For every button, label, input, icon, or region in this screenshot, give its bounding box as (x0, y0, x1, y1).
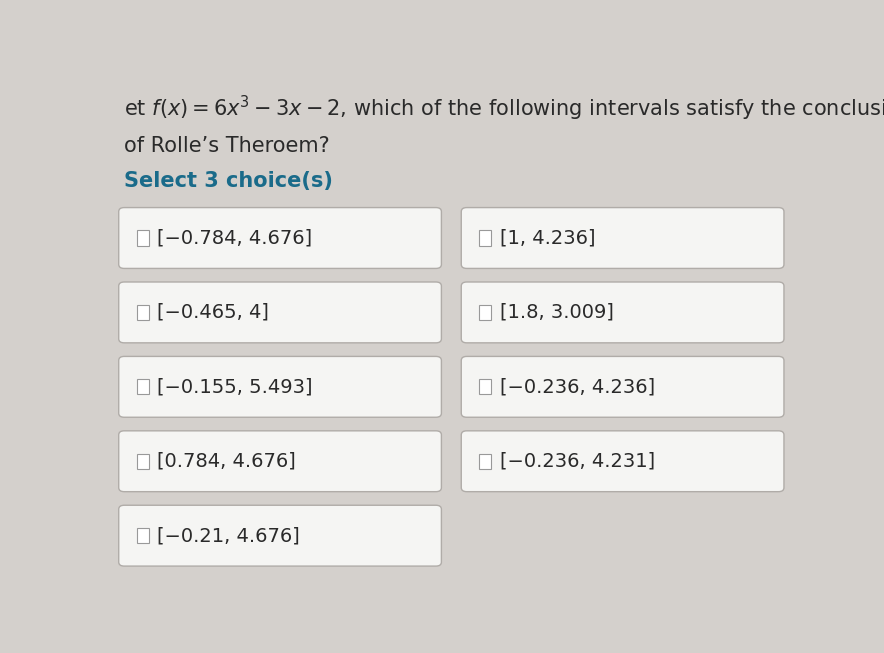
FancyBboxPatch shape (118, 282, 441, 343)
FancyBboxPatch shape (461, 357, 784, 417)
FancyBboxPatch shape (461, 282, 784, 343)
FancyBboxPatch shape (479, 454, 492, 469)
Text: et $f(x)=6x^{3}-3x-2$, which of the following intervals satisfy the conclusion: et $f(x)=6x^{3}-3x-2$, which of the foll… (124, 93, 884, 123)
FancyBboxPatch shape (479, 379, 492, 394)
FancyBboxPatch shape (479, 305, 492, 320)
FancyBboxPatch shape (118, 208, 441, 268)
FancyBboxPatch shape (461, 431, 784, 492)
FancyBboxPatch shape (479, 231, 492, 246)
Text: [−0.465, 4]: [−0.465, 4] (157, 303, 269, 322)
Text: [0.784, 4.676]: [0.784, 4.676] (157, 452, 296, 471)
Text: [−0.236, 4.236]: [−0.236, 4.236] (499, 377, 655, 396)
FancyBboxPatch shape (136, 454, 149, 469)
FancyBboxPatch shape (136, 379, 149, 394)
FancyBboxPatch shape (118, 505, 441, 566)
FancyBboxPatch shape (118, 357, 441, 417)
Text: Select 3 choice(s): Select 3 choice(s) (124, 171, 333, 191)
FancyBboxPatch shape (461, 208, 784, 268)
Text: [−0.236, 4.231]: [−0.236, 4.231] (499, 452, 655, 471)
Text: [1, 4.236]: [1, 4.236] (499, 229, 595, 247)
Text: of Rolle’s Theroem?: of Rolle’s Theroem? (124, 136, 330, 156)
Text: [1.8, 3.009]: [1.8, 3.009] (499, 303, 613, 322)
Text: [−0.784, 4.676]: [−0.784, 4.676] (157, 229, 312, 247)
Text: [−0.155, 5.493]: [−0.155, 5.493] (157, 377, 313, 396)
FancyBboxPatch shape (136, 528, 149, 543)
FancyBboxPatch shape (136, 305, 149, 320)
FancyBboxPatch shape (118, 431, 441, 492)
FancyBboxPatch shape (136, 231, 149, 246)
Text: [−0.21, 4.676]: [−0.21, 4.676] (157, 526, 300, 545)
